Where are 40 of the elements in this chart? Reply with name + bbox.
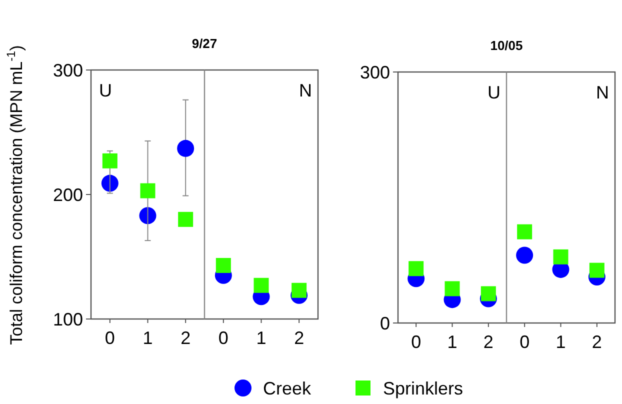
x-tick-label: 2 [592, 332, 602, 352]
point [553, 249, 568, 264]
point [140, 183, 156, 198]
annotation: U [99, 80, 112, 100]
point [254, 278, 269, 293]
point [178, 212, 194, 227]
chart-title: 9/27 [192, 36, 218, 51]
x-tick-label: 1 [447, 332, 458, 352]
x-tick-label: 1 [142, 328, 153, 348]
x-tick-label: 1 [256, 328, 266, 348]
x-tick-label: 0 [520, 332, 530, 352]
point [444, 281, 460, 296]
legend-label: Sprinklers [383, 378, 464, 398]
y-tick-label: 200 [52, 184, 83, 205]
legend-label: Creek [263, 378, 312, 398]
point [102, 153, 118, 168]
y-tick-label: 300 [360, 62, 390, 82]
x-tick-label: 1 [556, 332, 566, 352]
point [589, 262, 604, 278]
point [480, 286, 496, 302]
x-tick-label: 0 [218, 328, 228, 348]
y-tick-label: 100 [52, 309, 83, 330]
point [216, 258, 231, 273]
point [517, 224, 532, 240]
point [516, 246, 534, 264]
x-tick-label: 2 [483, 332, 494, 352]
point [139, 207, 156, 224]
point [101, 174, 118, 192]
x-tick-label: 0 [411, 332, 422, 352]
point [408, 261, 424, 276]
point [177, 140, 194, 157]
annotation: N [596, 82, 609, 102]
x-tick-label: 2 [294, 328, 304, 348]
annotation: U [488, 82, 500, 102]
chart-title: 10/05 [490, 38, 523, 53]
y-tick-label: 300 [52, 60, 83, 80]
x-tick-label: 0 [104, 328, 115, 348]
point [292, 282, 307, 298]
x-tick-label: 2 [180, 328, 191, 348]
annotation: N [299, 80, 312, 100]
